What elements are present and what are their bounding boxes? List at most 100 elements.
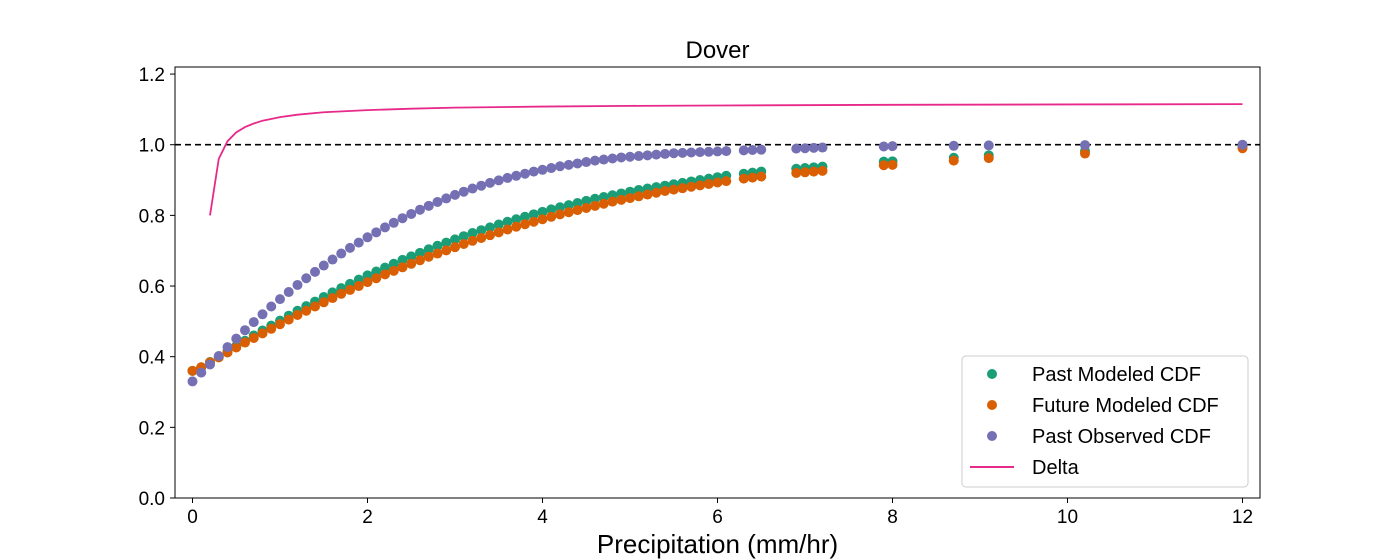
data-point (485, 230, 495, 241)
data-point (292, 279, 303, 290)
data-point (476, 180, 487, 191)
data-point (555, 161, 565, 172)
data-point (205, 359, 215, 370)
y-tick-label: 1.2 (139, 65, 165, 86)
data-point (520, 211, 530, 222)
data-point (686, 181, 697, 192)
data-point (800, 143, 810, 154)
data-point (476, 232, 487, 243)
data-point (458, 238, 469, 249)
data-point (598, 154, 609, 165)
data-point (485, 177, 495, 188)
data-point (266, 301, 277, 312)
data-point (677, 183, 688, 194)
data-point (546, 204, 557, 215)
legend-label: Past Observed CDF (1032, 426, 1211, 448)
data-point (1080, 148, 1090, 159)
data-point (441, 245, 452, 256)
data-point (511, 170, 522, 181)
data-point (511, 221, 522, 232)
data-point (660, 148, 670, 159)
data-point (983, 140, 994, 151)
data-point (598, 198, 609, 209)
legend-swatch-marker (987, 369, 997, 379)
y-tick-label: 0.4 (139, 348, 166, 369)
data-point (467, 228, 478, 239)
data-point (1080, 140, 1090, 151)
data-point (660, 186, 670, 196)
series-line (209, 103, 1243, 216)
data-point (458, 231, 469, 242)
data-point (546, 163, 557, 174)
x-tick-label: 0 (187, 507, 198, 528)
data-point (633, 151, 644, 162)
x-axis-label: Precipitation (mm/hr) (597, 529, 838, 559)
data-point (642, 189, 653, 200)
data-point (528, 216, 539, 227)
x-tick-label: 10 (1057, 507, 1078, 528)
data-point (222, 342, 233, 353)
x-tick-label: 8 (887, 507, 898, 528)
data-point (493, 227, 504, 238)
legend: Past Modeled CDF Future Modeled CDF Past O… (961, 355, 1249, 488)
data-point (423, 200, 434, 211)
x-tick-label: 6 (712, 507, 723, 528)
data-point (738, 145, 749, 156)
data-point (397, 213, 408, 224)
data-point (450, 234, 460, 245)
data-point (248, 332, 259, 343)
data-point (362, 232, 373, 243)
data-point (537, 214, 548, 225)
data-point (248, 317, 259, 328)
data-point (555, 202, 565, 213)
data-point (458, 186, 469, 197)
data-point (310, 301, 320, 312)
data-point (625, 151, 635, 162)
data-point (817, 142, 828, 153)
data-point (318, 260, 329, 271)
data-marks (187, 103, 1248, 387)
x-tick-label: 4 (537, 507, 548, 528)
y-axis: 0.0 0.2 0.4 0.6 0.8 1.0 1.2 (139, 65, 175, 510)
data-point (695, 180, 705, 191)
data-point (686, 147, 697, 158)
y-tick-label: 0.0 (139, 489, 165, 510)
y-tick-label: 1.0 (139, 136, 165, 157)
legend-item: Past Modeled CDF (987, 364, 1201, 386)
data-point (257, 328, 268, 339)
data-point (607, 196, 618, 207)
y-tick-label: 0.2 (139, 418, 165, 439)
data-point (345, 242, 355, 253)
data-point (327, 293, 338, 304)
data-point (572, 158, 583, 169)
data-point (406, 251, 417, 262)
data-point (581, 195, 592, 206)
data-point (502, 172, 513, 183)
data-point (327, 254, 338, 265)
data-point (607, 153, 618, 164)
data-point (800, 167, 810, 178)
data-point (397, 254, 408, 265)
data-point (537, 206, 548, 217)
data-point (703, 178, 714, 189)
legend-swatch-marker (987, 400, 997, 410)
data-point (336, 248, 347, 259)
data-point (371, 273, 382, 284)
legend-swatch-marker (987, 431, 997, 441)
data-point (887, 141, 898, 152)
legend-frame (961, 355, 1249, 488)
data-point (887, 159, 898, 170)
data-point (388, 217, 399, 228)
data-point (878, 141, 889, 152)
data-point (590, 200, 600, 211)
data-point (283, 314, 294, 325)
data-point (493, 175, 504, 186)
data-point (476, 225, 487, 236)
data-point (1237, 139, 1248, 150)
data-point (467, 183, 478, 194)
data-point (721, 176, 732, 187)
data-point (528, 209, 539, 220)
legend-label: Future Modeled CDF (1032, 395, 1219, 417)
data-point (266, 323, 277, 334)
data-point (747, 172, 758, 183)
